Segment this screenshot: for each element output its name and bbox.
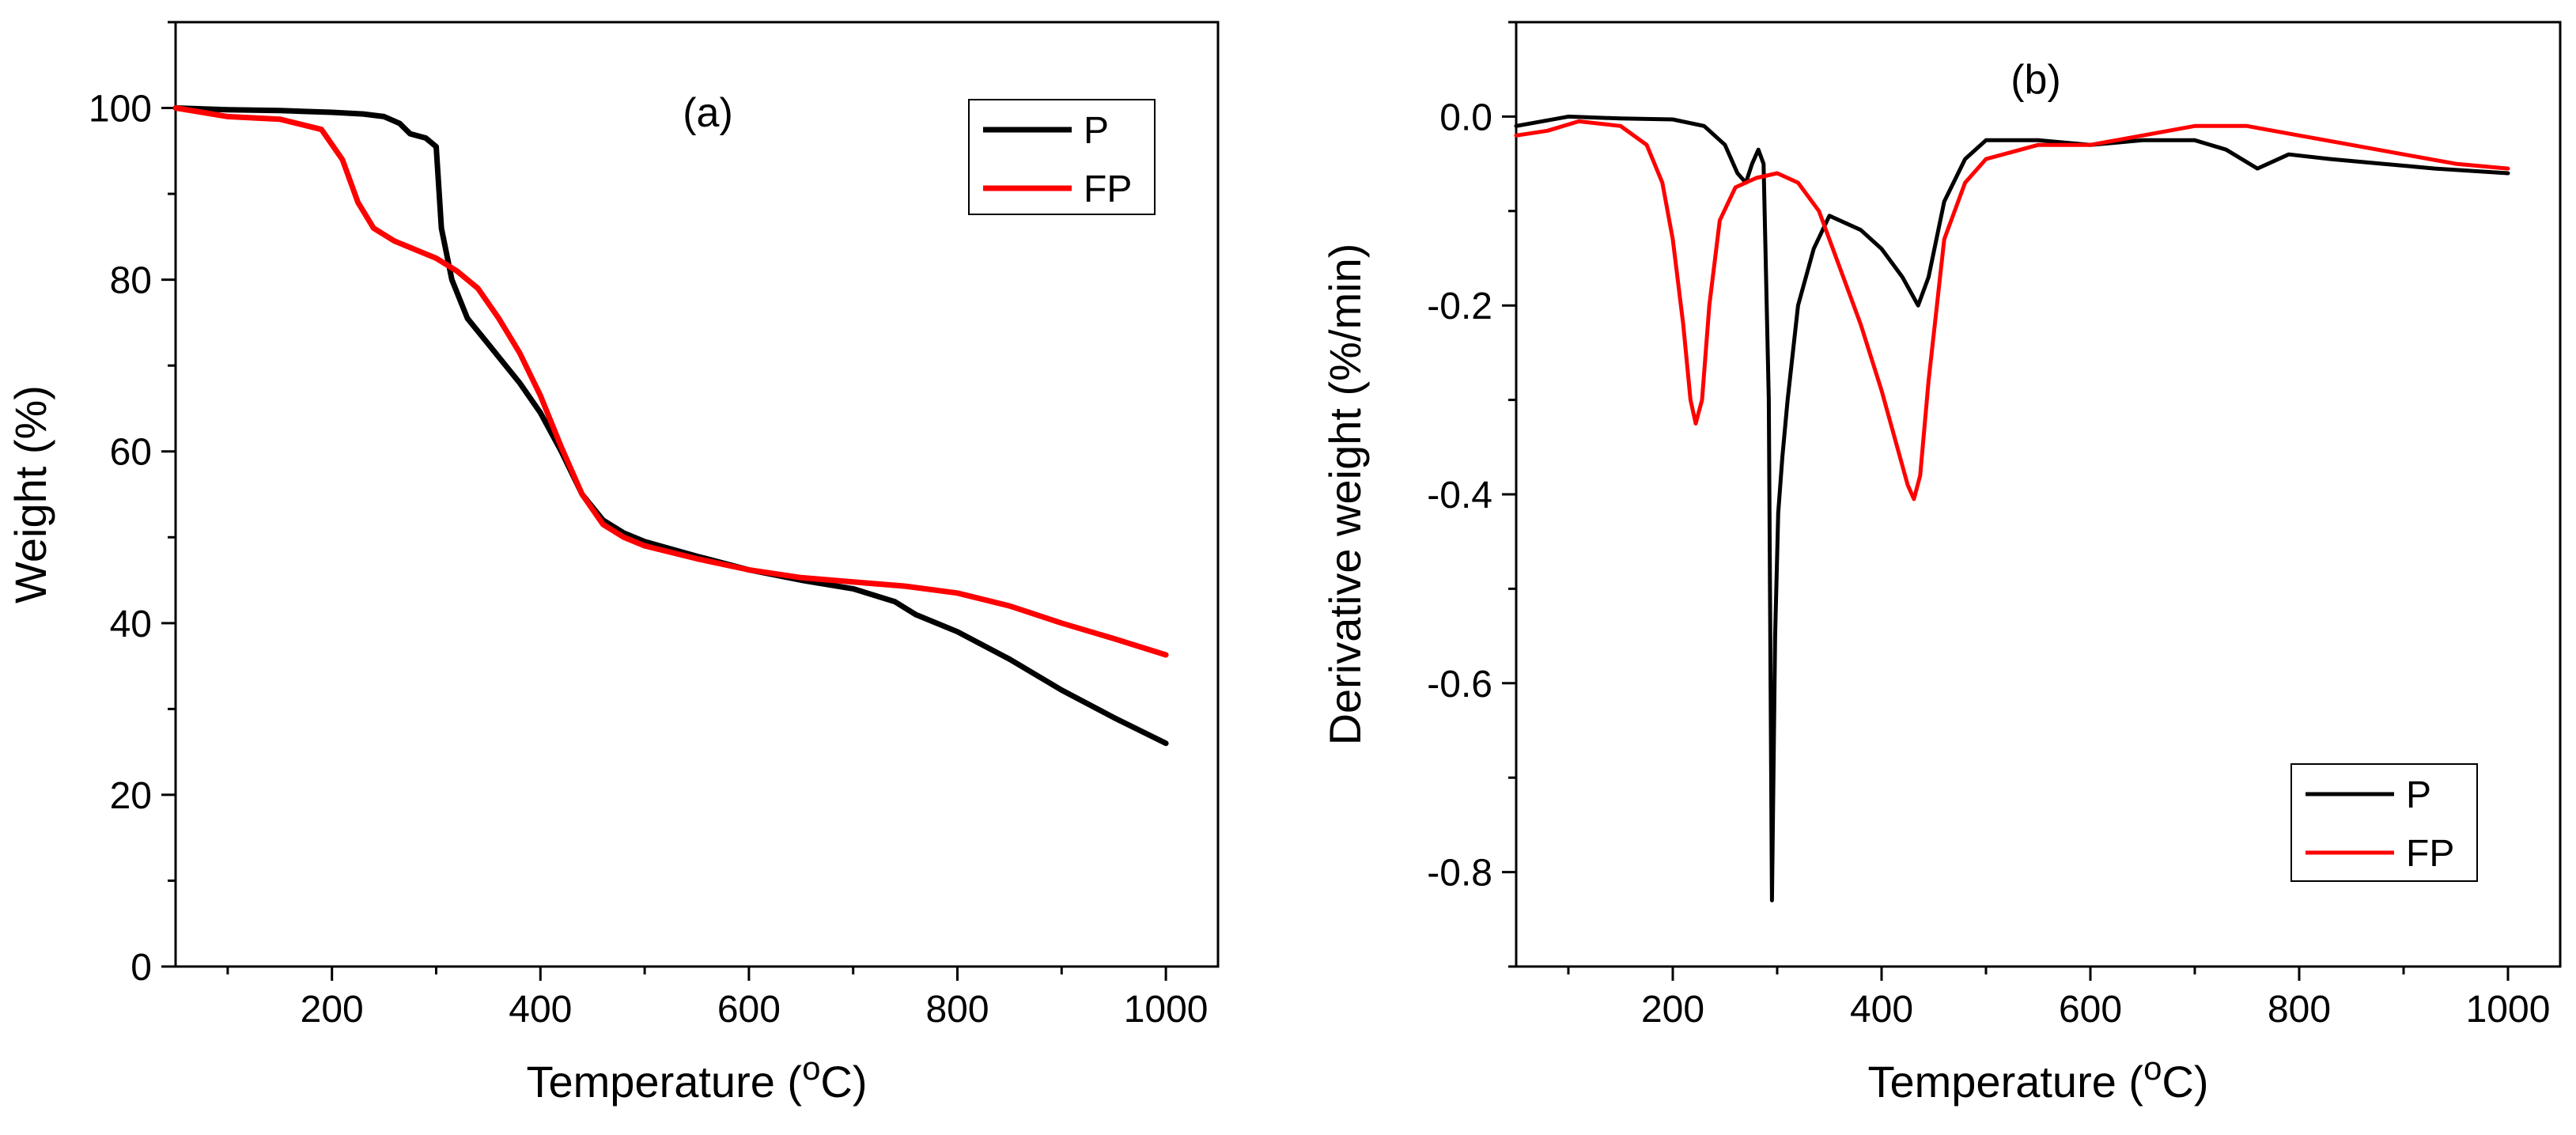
y-tick-label: 100 bbox=[89, 89, 152, 131]
x-tick-label: 200 bbox=[301, 989, 364, 1031]
x-tick-label: 600 bbox=[2059, 989, 2122, 1031]
y-tick-label: -0.2 bbox=[1427, 286, 1492, 327]
x-tick-label: 1000 bbox=[2466, 989, 2551, 1031]
y-tick-label: 60 bbox=[110, 432, 152, 474]
y-tick-label: -0.8 bbox=[1427, 853, 1492, 895]
series-line-p bbox=[1514, 114, 2510, 902]
x-axis-title: Temperature (oC) bbox=[1867, 1050, 2208, 1107]
x-tick-label: 200 bbox=[1641, 989, 1704, 1031]
panel-label: (b) bbox=[2010, 57, 2061, 103]
legend-box bbox=[968, 99, 1156, 215]
x-tick-label: 600 bbox=[717, 989, 781, 1031]
legend-label-fp: FP bbox=[1084, 168, 1132, 210]
x-tick-label: 800 bbox=[2268, 989, 2331, 1031]
chart-panel-a: 200 400 600 800 1000 0 20 40 60 80 100 Temperature … bbox=[6, 21, 1220, 1107]
x-tick-label: 800 bbox=[925, 989, 989, 1031]
x-tick-label: 1000 bbox=[1124, 989, 1209, 1031]
x-axis-title: Temperature (oC) bbox=[526, 1050, 867, 1107]
y-tick-label: 0 bbox=[131, 947, 152, 989]
y-tick-label: -0.4 bbox=[1427, 475, 1492, 516]
panel-label: (a) bbox=[683, 90, 733, 136]
plot-frame bbox=[174, 21, 1220, 968]
x-tick-label: 400 bbox=[509, 989, 572, 1031]
y-axis-title: Weight (%) bbox=[6, 385, 55, 603]
series-line-fp bbox=[1514, 119, 2510, 501]
x-tick-label: 400 bbox=[1850, 989, 1913, 1031]
y-axis-title: Derivative weight (%/min) bbox=[1320, 244, 1370, 746]
y-tick-label: 40 bbox=[110, 603, 152, 645]
legend-label-p: P bbox=[2406, 774, 2431, 816]
series-line-p bbox=[172, 105, 1169, 747]
legend-label-p: P bbox=[1084, 110, 1109, 152]
legend: P FP bbox=[968, 99, 1156, 215]
legend: P FP bbox=[2290, 763, 2478, 882]
y-tick-label: 0.0 bbox=[1439, 96, 1492, 138]
y-tick-label: 20 bbox=[110, 775, 152, 817]
chart-panel-b: 200 400 600 800 1000 -0.8 -0.6 -0.4 -0.2 0.0 Tempe… bbox=[1320, 21, 2562, 1107]
y-tick-label: 80 bbox=[110, 260, 152, 302]
series-line-fp bbox=[172, 105, 1169, 658]
legend-label-fp: FP bbox=[2406, 833, 2454, 875]
y-tick-label: -0.6 bbox=[1427, 664, 1492, 706]
legend-box bbox=[2290, 763, 2478, 882]
